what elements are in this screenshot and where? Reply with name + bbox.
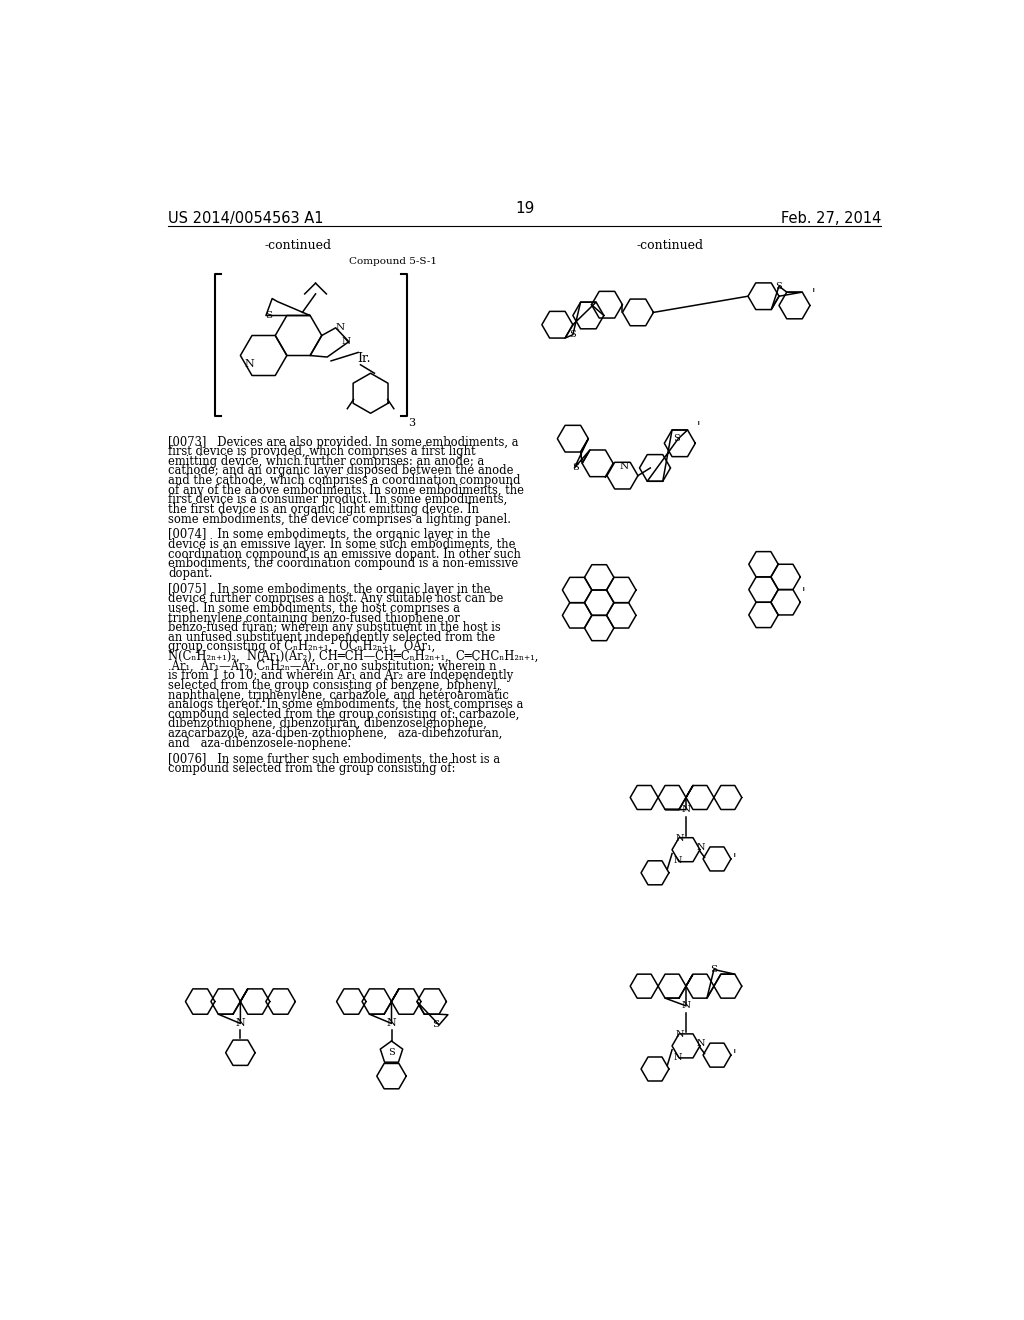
Text: S: S	[569, 330, 577, 339]
Text: dibenzothiophene, dibenzofuran, dibenzoselenophene,: dibenzothiophene, dibenzofuran, dibenzos…	[168, 718, 487, 730]
Text: ': '	[697, 421, 700, 434]
Text: Compound 5-S-1: Compound 5-S-1	[349, 257, 437, 265]
Text: of any of the above embodiments. In some embodiments, the: of any of the above embodiments. In some…	[168, 483, 524, 496]
Text: Ir.: Ir.	[357, 352, 371, 366]
Text: cathode; and an organic layer disposed between the anode: cathode; and an organic layer disposed b…	[168, 465, 514, 478]
Text: S: S	[572, 463, 580, 473]
Text: S: S	[674, 434, 680, 444]
Text: ': '	[802, 587, 805, 599]
Text: 19: 19	[515, 201, 535, 215]
Text: -continued: -continued	[637, 239, 705, 252]
Text: 3: 3	[409, 418, 416, 428]
Text: and   aza-dibenzosele-nophene.: and aza-dibenzosele-nophene.	[168, 737, 351, 750]
Text: the first device is an organic light emitting device. In: the first device is an organic light emi…	[168, 503, 479, 516]
Text: N: N	[620, 462, 629, 471]
Text: benzo-fused furan; wherein any substituent in the host is: benzo-fused furan; wherein any substitue…	[168, 622, 501, 634]
Text: and the cathode, which comprises a coordination compound: and the cathode, which comprises a coord…	[168, 474, 521, 487]
Text: embodiments, the coordination compound is a non-emissive: embodiments, the coordination compound i…	[168, 557, 518, 570]
Text: N: N	[387, 1019, 396, 1028]
Text: N: N	[245, 359, 255, 368]
Text: device is an emissive layer. In some such embodiments, the: device is an emissive layer. In some suc…	[168, 539, 516, 550]
Text: N: N	[336, 323, 345, 333]
Text: selected from the group consisting of benzene, biphenyl,: selected from the group consisting of be…	[168, 678, 501, 692]
Text: compound selected from the group consisting of: carbazole,: compound selected from the group consist…	[168, 708, 519, 721]
Text: N: N	[681, 1002, 690, 1010]
Text: some embodiments, the device comprises a lighting panel.: some embodiments, the device comprises a…	[168, 512, 511, 525]
Text: S: S	[711, 965, 718, 974]
Text: N: N	[696, 843, 705, 851]
Text: N: N	[681, 805, 690, 814]
Text: Feb. 27, 2014: Feb. 27, 2014	[781, 211, 882, 226]
Text: N: N	[696, 1039, 705, 1048]
Text: first device is provided, which comprises a first light: first device is provided, which comprise…	[168, 445, 476, 458]
Text: N: N	[236, 1019, 246, 1028]
Text: triphenylene containing benzo-fused thiophene or: triphenylene containing benzo-fused thio…	[168, 611, 460, 624]
Text: first device is a consumer product. In some embodiments,: first device is a consumer product. In s…	[168, 494, 508, 507]
Text: N: N	[674, 1052, 683, 1061]
Text: device further comprises a host. Any suitable host can be: device further comprises a host. Any sui…	[168, 593, 504, 606]
Text: group consisting of CₙH₂ₙ₊₁,  OCₙH₂ₙ₊₁,  OAr₁,: group consisting of CₙH₂ₙ₊₁, OCₙH₂ₙ₊₁, O…	[168, 640, 439, 653]
Text: [0073]   Devices are also provided. In some embodiments, a: [0073] Devices are also provided. In som…	[168, 436, 519, 449]
Text: S: S	[432, 1020, 439, 1030]
Text: [0075]   In some embodiments, the organic layer in the: [0075] In some embodiments, the organic …	[168, 582, 490, 595]
Text: used. In some embodiments, the host comprises a: used. In some embodiments, the host comp…	[168, 602, 461, 615]
Text: US 2014/0054563 A1: US 2014/0054563 A1	[168, 211, 324, 226]
Text: S: S	[388, 1048, 395, 1057]
Text: N: N	[341, 337, 350, 346]
Text: coordination compound is an emissive dopant. In other such: coordination compound is an emissive dop…	[168, 548, 521, 561]
Text: emitting device, which further comprises: an anode; a: emitting device, which further comprises…	[168, 455, 484, 467]
Text: an unfused substituent independently selected from the: an unfused substituent independently sel…	[168, 631, 496, 644]
Text: S: S	[265, 312, 272, 319]
Text: ': '	[732, 1049, 736, 1063]
Text: naphthalene, triphenylene, carbazole, and heteroaromatic: naphthalene, triphenylene, carbazole, an…	[168, 689, 509, 701]
Text: is from 1 to 10; and wherein Ar₁ and Ar₂ are independently: is from 1 to 10; and wherein Ar₁ and Ar₂…	[168, 669, 514, 682]
Text: Ar₁,  Ar₁—Ar₂, CₙH₂ₙ—Ar₁, or no substitution; wherein n: Ar₁, Ar₁—Ar₂, CₙH₂ₙ—Ar₁, or no substitut…	[168, 660, 497, 673]
Text: ': '	[812, 288, 815, 301]
Text: dopant.: dopant.	[168, 566, 213, 579]
Text: analogs thereof. In some embodiments, the host comprises a: analogs thereof. In some embodiments, th…	[168, 698, 523, 711]
Text: compound selected from the group consisting of:: compound selected from the group consist…	[168, 762, 456, 775]
Text: azacarbazole, aza-diben-zothiophene,   aza-dibenzofuran,: azacarbazole, aza-diben-zothiophene, aza…	[168, 727, 510, 741]
Text: [0074]   In some embodiments, the organic layer in the: [0074] In some embodiments, the organic …	[168, 528, 490, 541]
Text: N: N	[676, 834, 684, 843]
Text: ': '	[732, 853, 736, 866]
Text: -continued: -continued	[265, 239, 332, 252]
Text: N(CₙH₂ₙ₊₁)₂,  N(Ar₁)(Ar₂), CH═CH—CH═CₙH₂ₙ₊₁,  C═CHCₙH₂ₙ₊₁,: N(CₙH₂ₙ₊₁)₂, N(Ar₁)(Ar₂), CH═CH—CH═CₙH₂ₙ…	[168, 649, 539, 663]
Text: [0076]   In some further such embodiments, the host is a: [0076] In some further such embodiments,…	[168, 752, 501, 766]
Text: N: N	[674, 857, 683, 866]
Text: N: N	[676, 1030, 684, 1039]
Text: S: S	[775, 281, 782, 290]
